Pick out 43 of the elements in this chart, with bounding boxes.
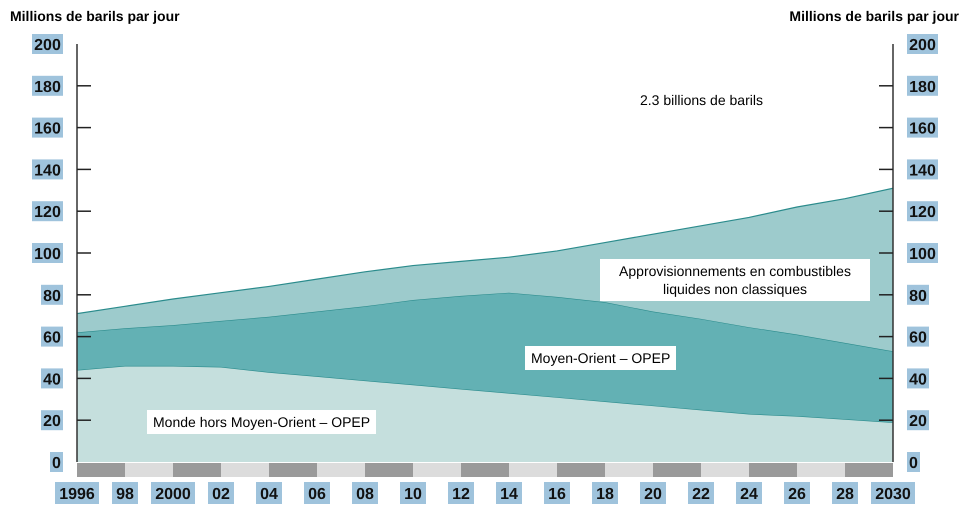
y-axis-title: Millions de barils par jour bbox=[10, 8, 180, 24]
y-tick-label: 60 bbox=[43, 330, 61, 347]
x-tick-label: 06 bbox=[308, 486, 326, 503]
x-tick-label: 1996 bbox=[59, 486, 95, 503]
y2-tick-label: 140 bbox=[909, 162, 936, 180]
x-tick-label: 22 bbox=[692, 486, 710, 503]
x-tick-label: 2000 bbox=[155, 486, 191, 503]
x-tick-label: 18 bbox=[596, 486, 614, 503]
y-tick-label: 140 bbox=[34, 162, 61, 180]
y2-tick-label: 120 bbox=[909, 204, 936, 222]
x-tick-label: 04 bbox=[260, 486, 278, 503]
x-tick-label: 08 bbox=[356, 486, 374, 503]
y2-tick-label: 0 bbox=[909, 455, 918, 472]
y2-tick-label: 180 bbox=[909, 78, 936, 96]
y-tick-label: 40 bbox=[43, 371, 61, 388]
x-tick-label: 02 bbox=[212, 486, 230, 503]
y2-tick-label: 40 bbox=[909, 371, 927, 388]
annotation: 2.3 billions de barils bbox=[640, 92, 763, 108]
y-tick-label: 200 bbox=[34, 37, 61, 54]
y-tick-label: 100 bbox=[34, 246, 61, 263]
x-tick-label: 24 bbox=[740, 486, 758, 503]
x-tick-label: 28 bbox=[836, 486, 854, 503]
y-tick-label: 120 bbox=[34, 204, 61, 222]
x-tick-label: 10 bbox=[404, 486, 422, 503]
x-tick-label: 12 bbox=[452, 486, 470, 503]
y-tick-label: 20 bbox=[43, 413, 61, 430]
y2-tick-label: 160 bbox=[909, 120, 936, 138]
x-tick-label: 16 bbox=[548, 486, 566, 503]
y2-tick-label: 200 bbox=[909, 37, 936, 54]
y-tick-label: 160 bbox=[34, 120, 61, 138]
y-tick-label: 80 bbox=[43, 288, 61, 305]
x-tick-label: 26 bbox=[788, 486, 806, 503]
x-tick-label: 2030 bbox=[875, 486, 911, 503]
x-tick-label: 14 bbox=[500, 486, 518, 503]
y2-tick-label: 80 bbox=[909, 288, 927, 305]
y2-tick-label: 60 bbox=[909, 330, 927, 347]
x-tick-label: 98 bbox=[116, 486, 134, 503]
y-tick-label: 0 bbox=[52, 455, 62, 472]
y2-tick-label: 20 bbox=[909, 413, 927, 430]
y2-tick-label: 100 bbox=[909, 246, 936, 263]
x-tick-label: 20 bbox=[644, 486, 662, 503]
y2-axis-title: Millions de barils par jour bbox=[789, 8, 959, 24]
y-tick-label: 180 bbox=[34, 78, 61, 96]
